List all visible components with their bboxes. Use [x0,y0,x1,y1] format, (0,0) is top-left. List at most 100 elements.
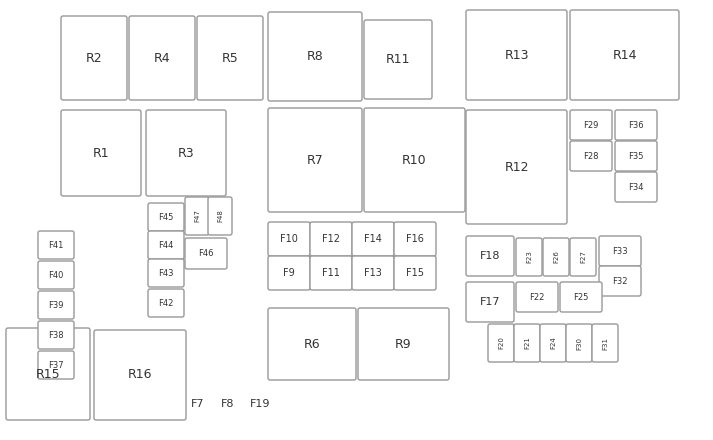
FancyBboxPatch shape [148,289,184,317]
FancyBboxPatch shape [208,197,232,235]
FancyBboxPatch shape [488,324,514,362]
FancyBboxPatch shape [615,172,657,202]
FancyBboxPatch shape [570,238,596,276]
Text: F18: F18 [480,251,501,261]
FancyBboxPatch shape [129,16,195,100]
Text: R4: R4 [154,51,170,65]
Text: F41: F41 [48,241,63,249]
Text: F7: F7 [191,399,205,409]
Text: F35: F35 [628,151,644,161]
Text: R8: R8 [307,50,324,63]
FancyBboxPatch shape [185,238,227,269]
FancyBboxPatch shape [516,238,542,276]
Text: F19: F19 [250,399,270,409]
FancyBboxPatch shape [310,256,352,290]
FancyBboxPatch shape [268,108,362,212]
Text: F42: F42 [158,298,174,308]
Text: F25: F25 [573,293,589,301]
FancyBboxPatch shape [599,266,641,296]
Text: F39: F39 [48,301,63,309]
Text: F28: F28 [583,151,599,161]
FancyBboxPatch shape [570,110,612,140]
Text: R12: R12 [504,161,529,173]
FancyBboxPatch shape [38,291,74,319]
Text: F9: F9 [283,268,295,278]
FancyBboxPatch shape [615,141,657,171]
FancyBboxPatch shape [466,10,567,100]
FancyBboxPatch shape [268,256,310,290]
Text: F21: F21 [524,337,530,349]
Text: F36: F36 [628,121,644,129]
Text: F43: F43 [158,268,174,278]
FancyBboxPatch shape [516,282,558,312]
Text: F22: F22 [529,293,545,301]
FancyBboxPatch shape [599,236,641,266]
Text: F44: F44 [158,241,174,249]
Text: F8: F8 [221,399,235,409]
FancyBboxPatch shape [38,351,74,379]
Text: F47: F47 [194,209,200,223]
Text: R14: R14 [612,48,637,62]
FancyBboxPatch shape [94,330,186,420]
FancyBboxPatch shape [358,308,449,380]
FancyBboxPatch shape [566,324,592,362]
Text: F48: F48 [217,209,223,223]
Text: R1: R1 [93,147,109,160]
FancyBboxPatch shape [466,282,514,322]
Text: F16: F16 [406,234,424,244]
FancyBboxPatch shape [364,20,432,99]
Text: R3: R3 [178,147,195,160]
Text: F12: F12 [322,234,340,244]
Text: F30: F30 [576,337,582,349]
Text: R6: R6 [304,337,320,351]
Text: F33: F33 [612,246,628,256]
Text: F11: F11 [322,268,340,278]
Text: F15: F15 [406,268,424,278]
FancyBboxPatch shape [61,16,127,100]
FancyBboxPatch shape [560,282,602,312]
Text: R16: R16 [128,368,153,381]
FancyBboxPatch shape [540,324,566,362]
FancyBboxPatch shape [352,222,394,256]
FancyBboxPatch shape [268,222,310,256]
FancyBboxPatch shape [543,238,569,276]
FancyBboxPatch shape [592,324,618,362]
Text: R11: R11 [386,53,410,66]
FancyBboxPatch shape [466,110,567,224]
Text: F45: F45 [158,213,174,221]
Text: F46: F46 [198,249,214,258]
FancyBboxPatch shape [6,328,90,420]
FancyBboxPatch shape [570,141,612,171]
FancyBboxPatch shape [38,321,74,349]
Text: F27: F27 [580,250,586,264]
FancyBboxPatch shape [61,110,141,196]
Text: F37: F37 [48,360,63,370]
Text: R9: R9 [395,337,412,351]
FancyBboxPatch shape [466,236,514,276]
Text: F24: F24 [550,337,556,349]
Text: R2: R2 [86,51,102,65]
Text: F38: F38 [48,330,63,340]
Text: F31: F31 [602,337,608,349]
FancyBboxPatch shape [394,256,436,290]
Text: F20: F20 [498,337,504,349]
Text: F26: F26 [553,250,559,264]
FancyBboxPatch shape [197,16,263,100]
FancyBboxPatch shape [148,203,184,231]
FancyBboxPatch shape [514,324,540,362]
FancyBboxPatch shape [185,197,209,235]
FancyBboxPatch shape [310,222,352,256]
FancyBboxPatch shape [38,261,74,289]
Text: F32: F32 [612,276,627,286]
FancyBboxPatch shape [394,222,436,256]
FancyBboxPatch shape [268,308,356,380]
FancyBboxPatch shape [148,231,184,259]
Text: F14: F14 [364,234,382,244]
Text: R13: R13 [504,48,529,62]
FancyBboxPatch shape [364,108,465,212]
Text: R5: R5 [222,51,238,65]
Text: F10: F10 [280,234,298,244]
FancyBboxPatch shape [268,12,362,101]
Text: R7: R7 [307,154,324,166]
FancyBboxPatch shape [146,110,226,196]
